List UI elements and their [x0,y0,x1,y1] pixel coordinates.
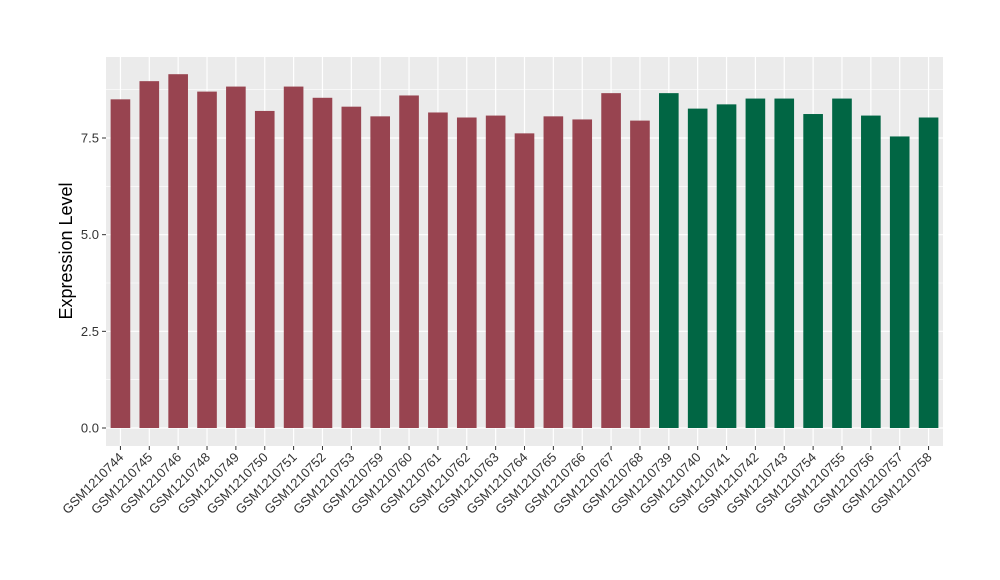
bar-GSM1210768 [630,120,650,428]
bar-GSM1210763 [485,115,506,428]
y-axis-title: Expression Level [56,182,76,319]
bar-GSM1210740 [687,108,708,428]
bar-GSM1210760 [399,95,419,428]
bar-GSM1210748 [197,91,217,428]
bar-GSM1210750 [254,110,275,428]
bar-GSM1210756 [861,115,881,428]
bar-GSM1210744 [110,99,131,428]
bar-GSM1210751 [283,86,304,428]
bar-GSM1210741 [716,104,737,429]
y-tick-label: 5.0 [81,227,99,242]
bar-GSM1210758 [918,117,939,429]
y-tick-label: 7.5 [81,131,99,146]
bar-GSM1210752 [312,97,333,428]
bar-GSM1210764 [514,133,535,429]
bars [110,74,939,429]
bar-GSM1210745 [139,81,160,428]
x-axis: GSM1210744GSM1210745GSM1210746GSM1210748… [59,446,935,517]
bar-GSM1210742 [745,98,766,428]
bar-GSM1210765 [543,116,564,428]
bar-GSM1210761 [428,112,448,428]
y-tick-label: 2.5 [81,324,99,339]
y-axis: 0.0 2.5 5.0 7.5 [81,131,106,436]
bar-GSM1210739 [658,93,679,428]
bar-GSM1210766 [572,119,593,428]
y-tick-label: 0.0 [81,421,99,436]
bar-GSM1210755 [832,98,852,428]
bar-GSM1210746 [168,74,188,428]
bar-GSM1210762 [456,117,477,429]
bar-GSM1210759 [370,116,391,428]
bar-GSM1210753 [341,106,362,429]
bar-GSM1210757 [889,136,910,428]
bar-GSM1210754 [803,114,823,428]
bar-GSM1210767 [601,93,621,428]
bar-GSM1210743 [774,98,795,428]
bar-GSM1210749 [226,86,246,428]
